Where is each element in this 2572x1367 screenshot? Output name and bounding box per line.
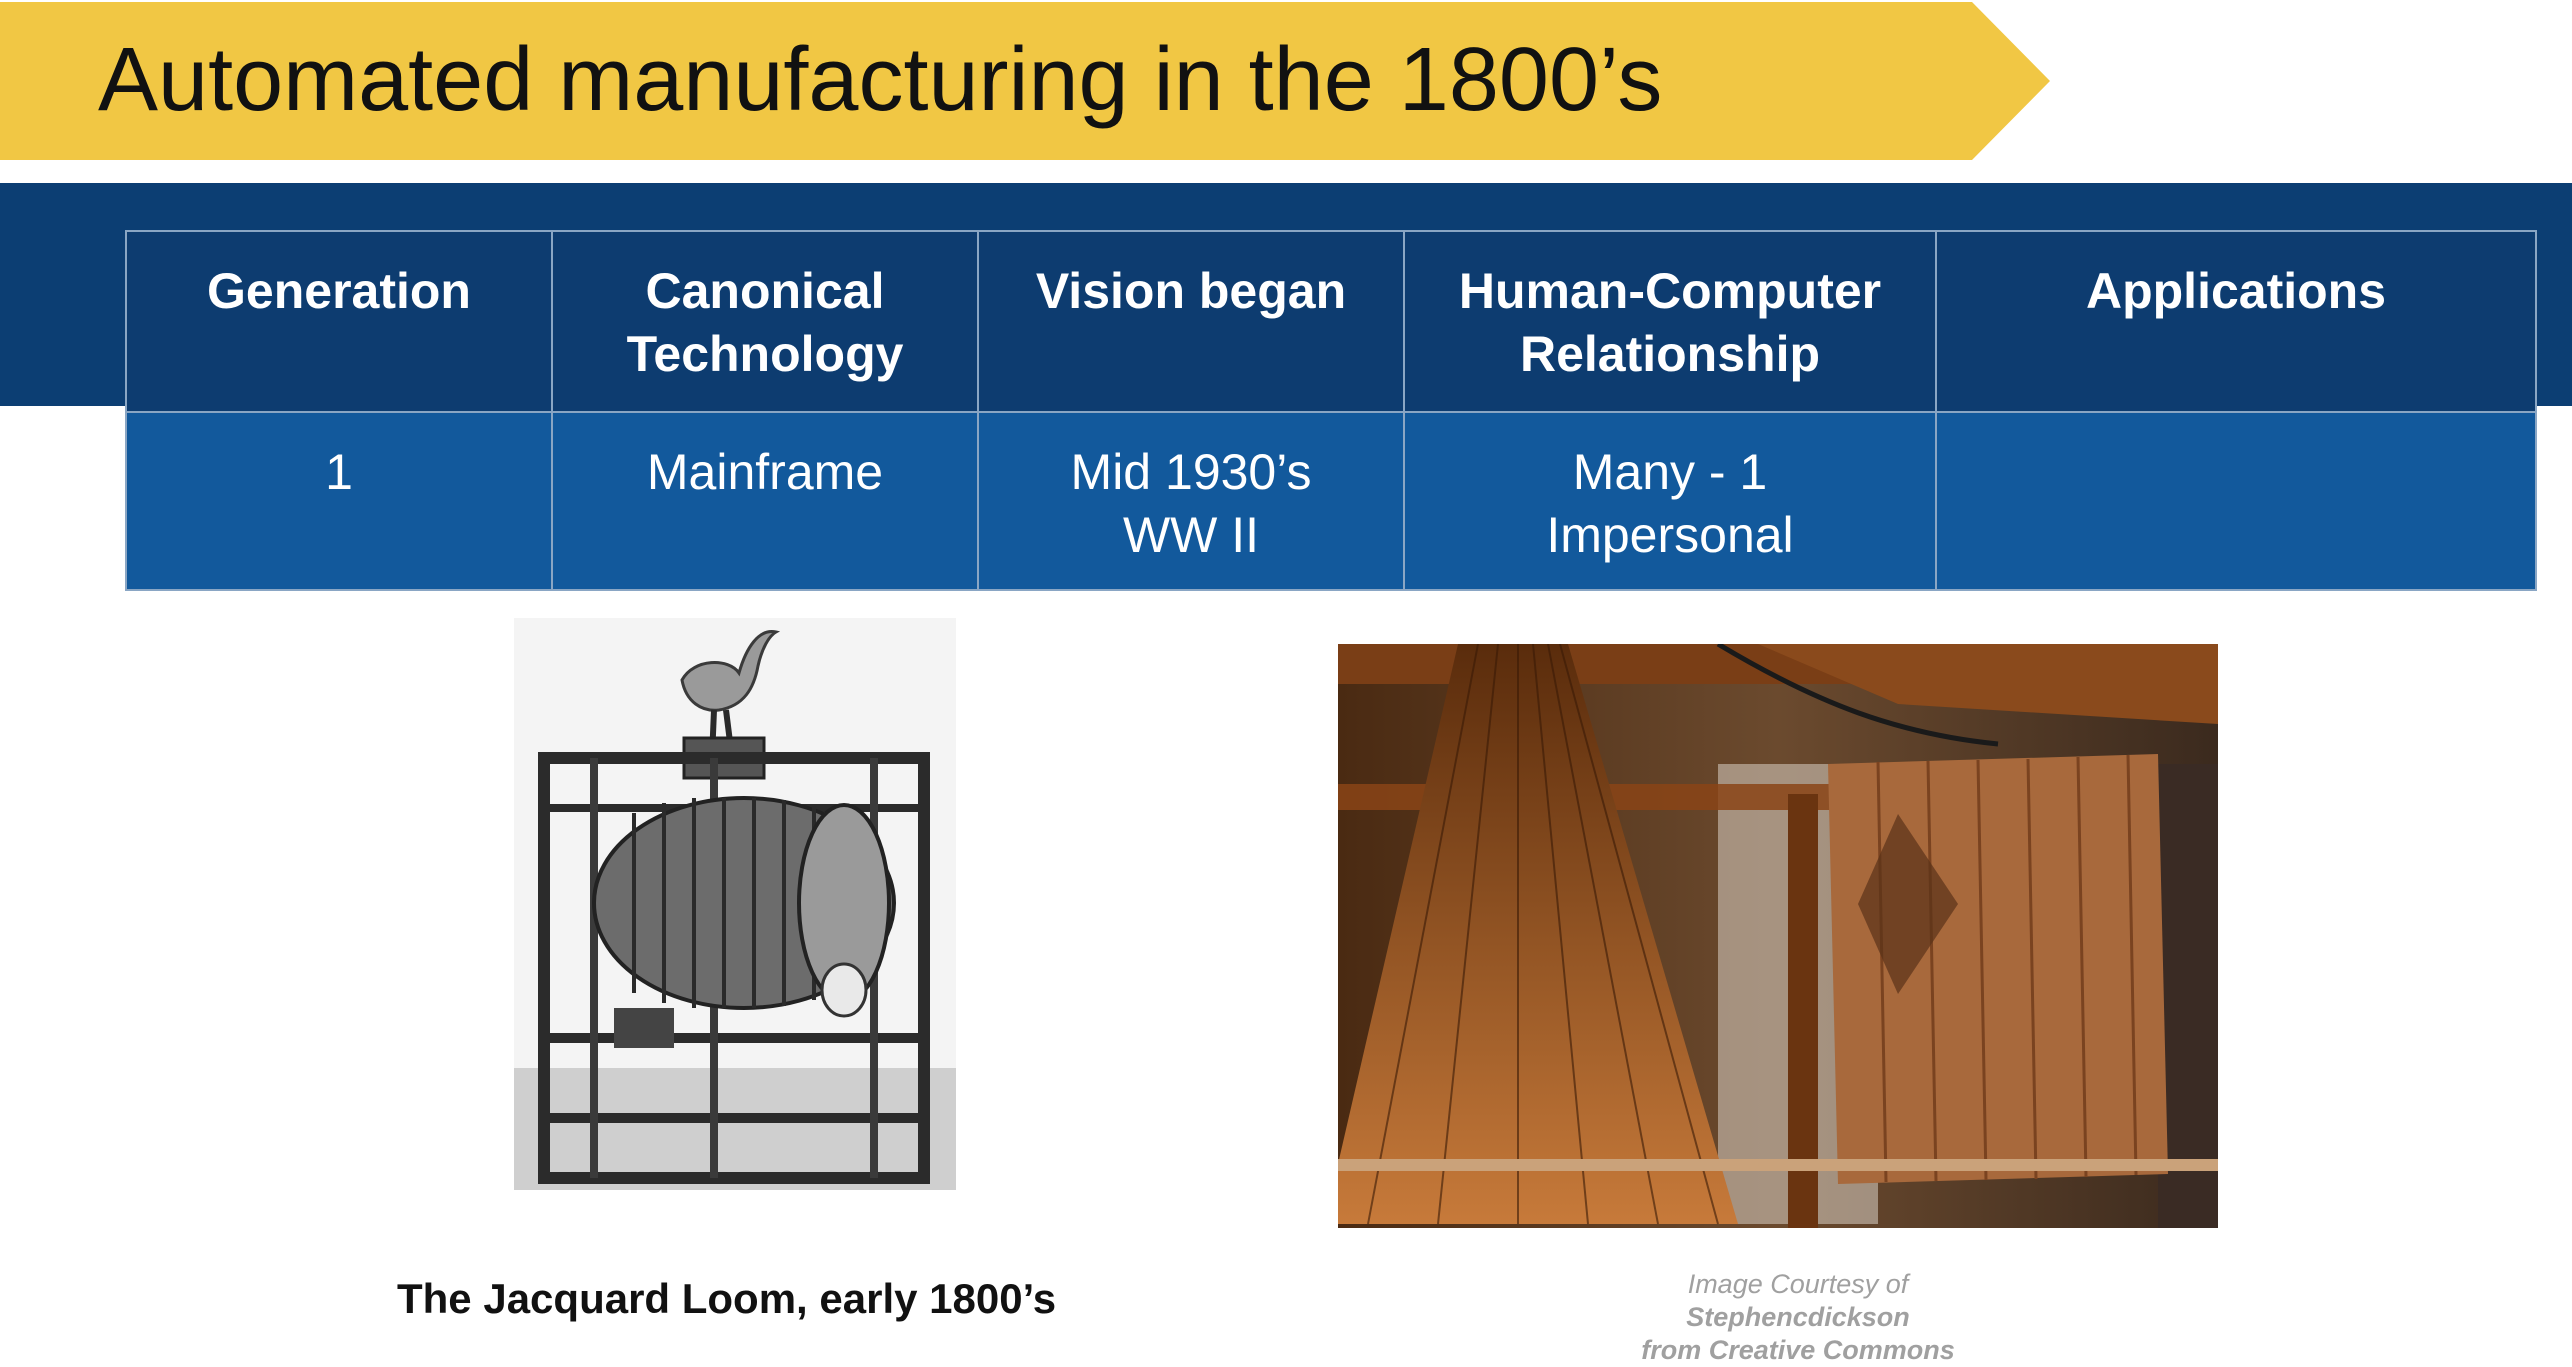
credit-author: Stephencdickson — [1686, 1302, 1910, 1332]
table-header-row: Generation Canonical Technology Vision b… — [125, 230, 2537, 413]
cell-vision-began: Mid 1930’s WW II — [977, 411, 1405, 591]
header-text: Vision began — [1035, 263, 1347, 319]
cell-text: Many - 1 — [1572, 444, 1768, 500]
loom-caption: The Jacquard Loom, early 1800’s — [397, 1275, 1057, 1322]
header-text: Technology — [626, 326, 904, 382]
cell-human-computer-relationship: Many - 1 Impersonal — [1403, 411, 1937, 591]
cell-canonical-technology: Mainframe — [551, 411, 979, 591]
header-vision-began: Vision began — [977, 230, 1405, 413]
image-credit: Image Courtesy of Stephencdickson from C… — [1590, 1268, 2006, 1367]
loom-punchcards-photo — [1338, 644, 2218, 1228]
cell-applications — [1935, 411, 2537, 591]
header-applications: Applications — [1935, 230, 2537, 413]
credit-source: from Creative Commons — [1641, 1335, 1955, 1365]
table-row: 1 Mainframe Mid 1930’s WW II Many - 1 Im… — [125, 411, 2537, 591]
cell-text: Mainframe — [646, 444, 884, 500]
generations-table: Generation Canonical Technology Vision b… — [125, 230, 2537, 591]
header-text: Applications — [2085, 263, 2387, 319]
credit-prefix: Image Courtesy of — [1687, 1269, 1909, 1299]
cell-text: 1 — [325, 444, 353, 500]
cell-text: Impersonal — [1546, 507, 1794, 563]
slide-title: Automated manufacturing in the 1800’s — [98, 30, 1663, 130]
header-text: Human-Computer — [1458, 263, 1882, 319]
cell-text: WW II — [1122, 507, 1260, 563]
header-text: Relationship — [1519, 326, 1821, 382]
header-text: Generation — [207, 263, 471, 319]
header-text: Canonical — [645, 263, 885, 319]
jacquard-loom-illustration — [514, 618, 956, 1190]
header-generation: Generation — [125, 230, 553, 413]
cell-generation: 1 — [125, 411, 553, 591]
cell-text: Mid 1930’s — [1070, 444, 1312, 500]
header-human-computer-relationship: Human-Computer Relationship — [1403, 230, 1937, 413]
title-ribbon — [0, 2, 2050, 160]
header-canonical-technology: Canonical Technology — [551, 230, 979, 413]
